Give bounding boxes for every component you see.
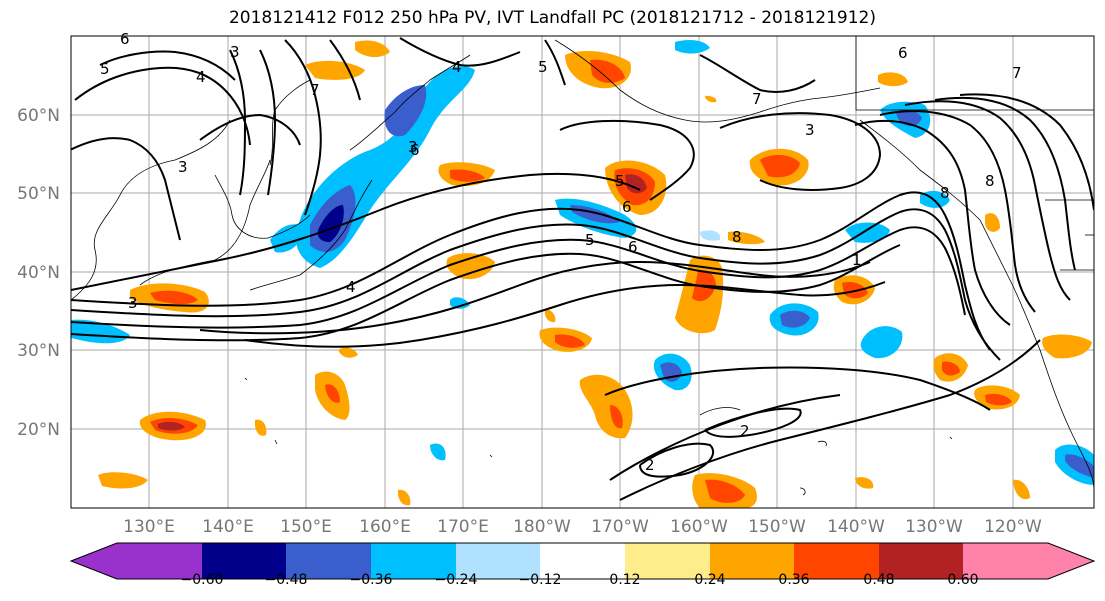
contour-label: 7 <box>1012 64 1022 82</box>
contour-label: 4 <box>452 58 462 76</box>
colorbar-tick-label: 0.24 <box>694 572 725 588</box>
contour-label: 6 <box>898 44 908 62</box>
lon-label: 130°W <box>905 517 963 537</box>
figure-title: 2018121412 F012 250 hPa PV, IVT Landfall… <box>228 8 876 28</box>
contour-label: 6 <box>410 141 420 159</box>
colorbar-segment <box>794 543 879 579</box>
contour-labels: 6 5 3 4 7 5 4 3 3 5 6 8 7 6 3 5 6 8 4 3 … <box>100 30 1022 474</box>
colorbar-tick-label: −0.24 <box>435 572 478 588</box>
contour-label: 6 <box>628 238 638 256</box>
colorbar-segment <box>625 543 710 579</box>
colorbar-tick-label: 0.48 <box>863 572 894 588</box>
colorbar-tick-label: −0.48 <box>265 572 308 588</box>
colorbar-tick-label: 0.36 <box>778 572 809 588</box>
colorbar-segment <box>202 543 286 579</box>
colorbar-segment <box>710 543 794 579</box>
contour-label: 3 <box>805 121 815 139</box>
pv-contours <box>71 37 1094 501</box>
colorbar-tick-label: −0.12 <box>519 572 562 588</box>
contour-label: 7 <box>752 90 762 108</box>
lon-label: 120°W <box>984 517 1042 537</box>
lat-label: 50°N <box>17 184 60 204</box>
colorbar-segment <box>540 543 625 579</box>
contour-label: 3 <box>230 43 240 61</box>
contour-label: 5 <box>585 231 595 249</box>
contour-label: 4 <box>196 68 206 86</box>
contour-label: 5 <box>100 60 110 78</box>
colorbar-tick-labels: −0.60 −0.48 −0.36 −0.24 −0.12 0.12 0.24 … <box>181 572 979 588</box>
lon-label: 140°E <box>202 517 254 537</box>
colorbar-tick-label: −0.60 <box>181 572 224 588</box>
contour-label: 3 <box>408 138 418 156</box>
contour-label: 4 <box>346 278 356 296</box>
colorbar-segment <box>286 543 371 579</box>
negative-anomaly-shading <box>71 40 1094 485</box>
colorbar-segment <box>71 543 202 579</box>
colorbar-tick-label: −0.36 <box>350 572 393 588</box>
contour-label: 5 <box>615 172 625 190</box>
lon-label: 160°W <box>670 517 728 537</box>
contour-label: 3 <box>178 158 188 176</box>
latitude-labels: 60°N 50°N 40°N 30°N 20°N <box>17 106 60 440</box>
contour-label: 7 <box>310 81 320 99</box>
contour-label: 1 <box>852 251 862 269</box>
longitude-labels: 130°E 140°E 150°E 160°E 170°E 180°W 170°… <box>123 517 1042 537</box>
lat-label: 60°N <box>17 106 60 126</box>
lon-label: 150°W <box>748 517 806 537</box>
colorbar-segment <box>963 543 1094 579</box>
contour-label: 6 <box>622 198 632 216</box>
contour-label: 5 <box>538 58 548 76</box>
lon-label: 170°E <box>437 517 489 537</box>
colorbar-outline <box>69 542 1096 580</box>
lat-label: 20°N <box>17 420 60 440</box>
lon-label: 170°W <box>591 517 649 537</box>
lon-label: 160°E <box>359 517 411 537</box>
contour-label: 2 <box>645 456 655 474</box>
contour-label: 8 <box>985 172 995 190</box>
contour-label: 6 <box>120 30 130 48</box>
map-frame <box>70 35 1095 509</box>
lon-label: 140°W <box>827 517 885 537</box>
contour-label: 2 <box>740 422 750 440</box>
colorbar-segment <box>371 543 456 579</box>
lon-label: 150°E <box>280 517 332 537</box>
contour-label: 8 <box>940 184 950 202</box>
lat-label: 30°N <box>17 341 60 361</box>
coastlines <box>71 36 1094 496</box>
colorbar-tick-label: 0.12 <box>609 572 640 588</box>
colorbar-segment <box>879 543 963 579</box>
contour-label: 3 <box>128 294 138 312</box>
colorbar-segment <box>456 543 540 579</box>
lon-label: 130°E <box>123 517 175 537</box>
contour-label: 8 <box>732 228 742 246</box>
colorbar-tick-label: 0.60 <box>947 572 978 588</box>
lon-label: 180°W <box>513 517 571 537</box>
colorbar <box>69 542 1096 580</box>
lat-label: 40°N <box>17 263 60 283</box>
